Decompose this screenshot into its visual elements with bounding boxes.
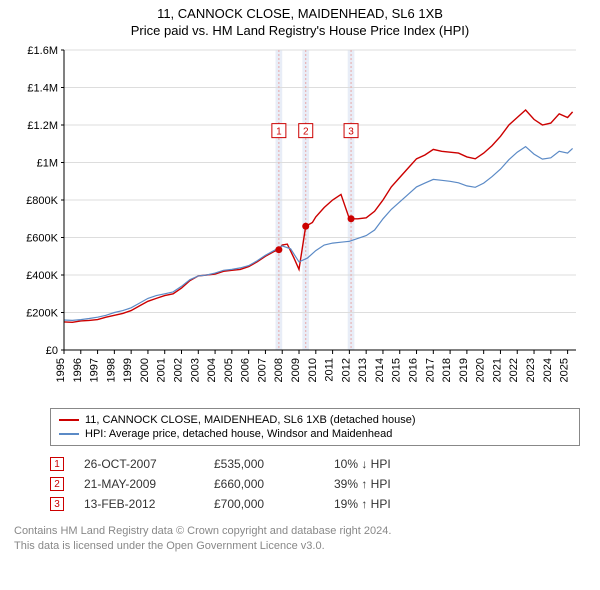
svg-text:2025: 2025 [559,358,571,382]
sales-row: 3 13-FEB-2012 £700,000 19% ↑ HPI [50,494,580,514]
svg-text:2009: 2009 [290,358,302,382]
svg-text:2010: 2010 [307,358,319,382]
svg-text:£600K: £600K [26,233,58,245]
sale-price: £700,000 [214,497,314,511]
title-block: 11, CANNOCK CLOSE, MAIDENHEAD, SL6 1XB P… [0,0,600,42]
svg-text:2008: 2008 [273,358,285,382]
svg-text:1: 1 [276,127,282,138]
svg-text:2013: 2013 [357,358,369,382]
svg-text:2024: 2024 [542,358,554,382]
svg-text:1997: 1997 [89,358,101,382]
sale-hpi-delta: 10% ↓ HPI [334,457,434,471]
legend-swatch [59,419,79,421]
svg-text:£400K: £400K [26,270,58,282]
svg-text:2000: 2000 [139,358,151,382]
chart-svg: £0 £200K £400K £600K £800K £1M £1.2M £1.4M £1.6M… [10,42,590,402]
svg-text:1999: 1999 [122,358,134,382]
sales-row: 2 21-MAY-2009 £660,000 39% ↑ HPI [50,474,580,494]
legend-swatch [59,433,79,435]
svg-text:2006: 2006 [240,358,252,382]
sale-marker-icon: 1 [50,457,64,471]
svg-text:2012: 2012 [340,358,352,382]
svg-text:2014: 2014 [374,358,386,382]
sales-row: 1 26-OCT-2007 £535,000 10% ↓ HPI [50,454,580,474]
chart-container: 11, CANNOCK CLOSE, MAIDENHEAD, SL6 1XB P… [0,0,600,554]
sale-price: £535,000 [214,457,314,471]
svg-text:£1M: £1M [37,158,58,170]
svg-text:2019: 2019 [458,358,470,382]
svg-text:2020: 2020 [475,358,487,382]
svg-text:2017: 2017 [424,358,436,382]
sale-date: 26-OCT-2007 [84,457,194,471]
footer: Contains HM Land Registry data © Crown c… [14,524,580,554]
sale-marker-icon: 2 [50,477,64,491]
sale-marker-icon: 3 [50,497,64,511]
svg-text:2003: 2003 [189,358,201,382]
footer-line: Contains HM Land Registry data © Crown c… [14,524,580,539]
svg-text:3: 3 [348,127,354,138]
sales-table: 1 26-OCT-2007 £535,000 10% ↓ HPI 2 21-MA… [50,454,580,514]
chart-area: £0 £200K £400K £600K £800K £1M £1.2M £1.4M £1.6M… [10,42,590,402]
sale-price: £660,000 [214,477,314,491]
svg-text:2016: 2016 [408,358,420,382]
svg-text:2005: 2005 [223,358,235,382]
sale-date: 21-MAY-2009 [84,477,194,491]
svg-text:£1.6M: £1.6M [27,45,58,57]
svg-text:2004: 2004 [206,358,218,382]
sale-hpi-delta: 39% ↑ HPI [334,477,434,491]
svg-text:1996: 1996 [72,358,84,382]
sale-hpi-delta: 19% ↑ HPI [334,497,434,511]
svg-text:£1.2M: £1.2M [27,120,58,132]
svg-text:2021: 2021 [491,358,503,382]
title-address: 11, CANNOCK CLOSE, MAIDENHEAD, SL6 1XB [0,6,600,21]
svg-text:2001: 2001 [156,358,168,382]
svg-text:2002: 2002 [173,358,185,382]
legend-item: HPI: Average price, detached house, Wind… [59,427,571,441]
svg-text:2018: 2018 [441,358,453,382]
svg-text:£0: £0 [46,345,58,357]
svg-text:2023: 2023 [525,358,537,382]
svg-text:1998: 1998 [105,358,117,382]
svg-text:2022: 2022 [508,358,520,382]
svg-text:£200K: £200K [26,308,58,320]
svg-text:£800K: £800K [26,195,58,207]
footer-line: This data is licensed under the Open Gov… [14,539,580,554]
svg-text:2011: 2011 [324,358,336,382]
svg-text:2015: 2015 [391,358,403,382]
title-subtitle: Price paid vs. HM Land Registry's House … [0,23,600,38]
svg-text:2007: 2007 [256,358,268,382]
legend-label: HPI: Average price, detached house, Wind… [85,428,392,440]
svg-text:£1.4M: £1.4M [27,83,58,95]
legend-label: 11, CANNOCK CLOSE, MAIDENHEAD, SL6 1XB (… [85,414,416,426]
sale-date: 13-FEB-2012 [84,497,194,511]
svg-text:2: 2 [303,127,309,138]
legend-item: 11, CANNOCK CLOSE, MAIDENHEAD, SL6 1XB (… [59,413,571,427]
legend: 11, CANNOCK CLOSE, MAIDENHEAD, SL6 1XB (… [50,408,580,446]
svg-text:1995: 1995 [55,358,67,382]
